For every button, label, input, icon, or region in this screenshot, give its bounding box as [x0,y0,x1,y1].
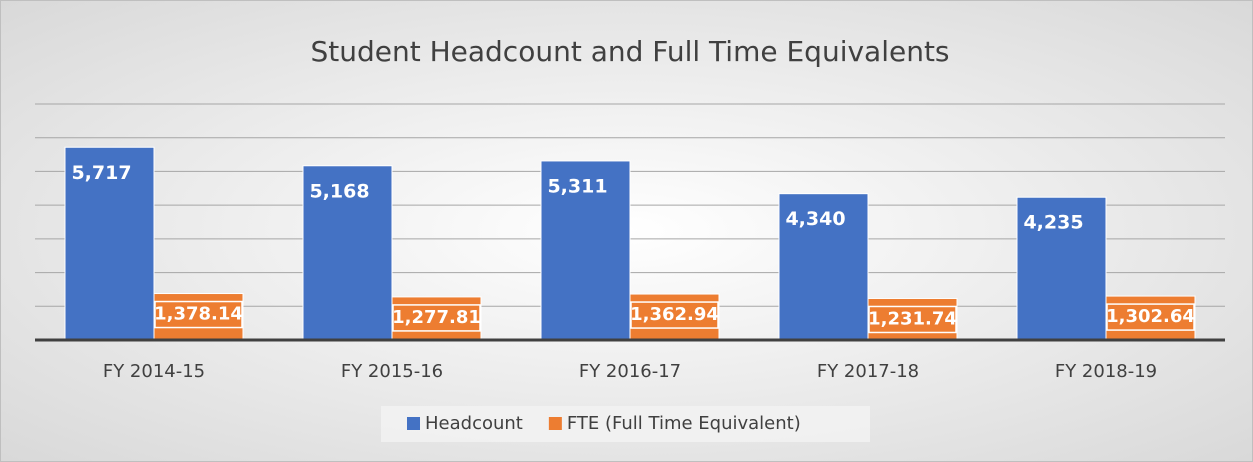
data-label: 1,302.64 [1106,306,1195,327]
bar [302,165,393,341]
x-tick-label: FY 2018-19 [1055,361,1157,382]
data-label: 1,362.94 [630,304,719,325]
bar [778,193,869,341]
x-tick-label: FY 2014-15 [103,361,205,382]
data-label-box [392,304,481,332]
legend-swatch [407,417,420,430]
x-tick-label: FY 2016-17 [579,361,681,382]
data-label: 1,378.14 [154,304,243,325]
x-tick-label: FY 2017-18 [817,361,919,382]
data-label: 1,277.81 [392,307,481,328]
data-label-box [630,301,719,329]
x-tick-label: FY 2015-16 [341,361,443,382]
data-label: 5,168 [309,180,369,202]
chart-title: Student Headcount and Full Time Equivale… [310,35,949,68]
legend-label: FTE (Full Time Equivalent) [567,413,801,434]
data-label: 4,235 [1023,212,1083,234]
data-label-box [154,300,243,329]
data-label-box [868,305,957,334]
bar [64,146,155,341]
legend-swatch [548,417,562,430]
data-label: 4,340 [785,208,845,230]
data-label: 5,311 [547,175,607,197]
data-label: 1,231.74 [868,308,957,329]
bar [540,160,631,341]
bar [1016,196,1107,341]
legend-box [381,406,870,442]
data-label-box [1106,303,1195,331]
data-label: 5,717 [71,162,131,184]
legend-label: Headcount [425,413,523,434]
